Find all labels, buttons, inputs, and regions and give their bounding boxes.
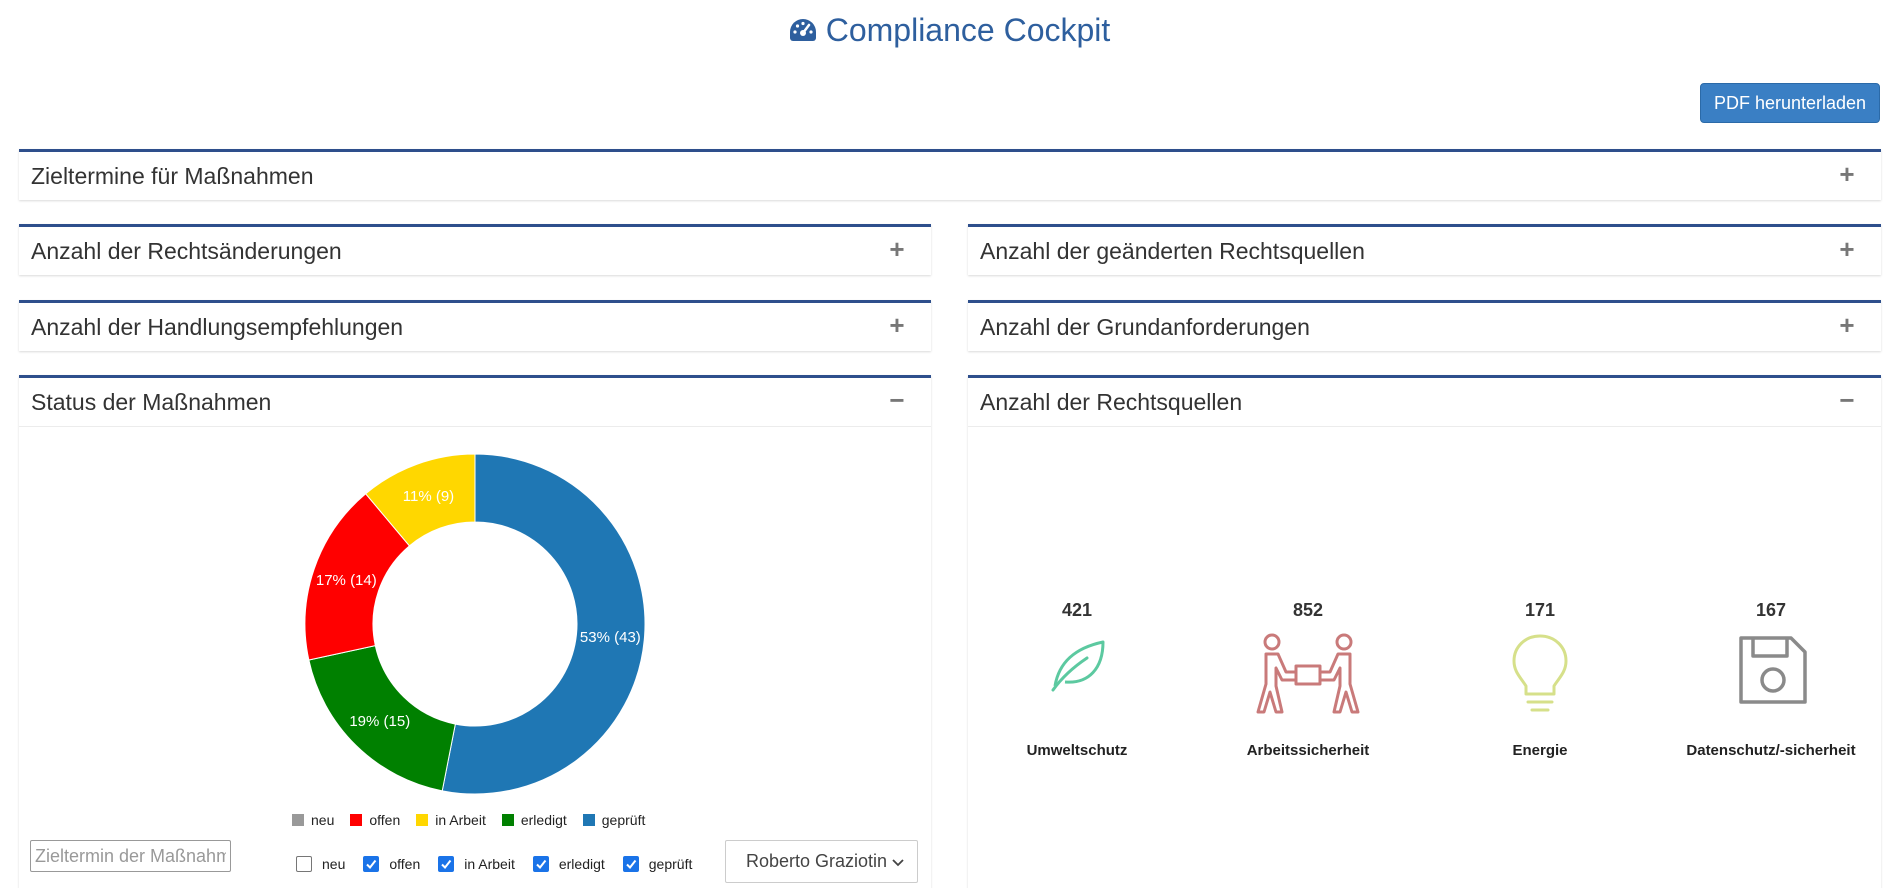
checkbox-label: in Arbeit	[464, 856, 515, 872]
filter-erledigt[interactable]: erledigt	[532, 856, 605, 872]
page-title: Compliance Cockpit	[0, 12, 1898, 52]
legend-item[interactable]: erledigt	[501, 812, 567, 828]
status-donut-chart: 53% (43) 19% (15) 17% (14) 11% (9)	[304, 453, 646, 795]
stat-label: Arbeitssicherheit	[1246, 742, 1370, 759]
stat-label: Datenschutz/-sicherheit	[1686, 742, 1856, 759]
panel-title[interactable]: Zieltermine für Maßnahmen	[31, 162, 314, 189]
donut-data-label: 19% (15)	[349, 713, 410, 730]
person-select[interactable]: Roberto Graziotin	[725, 840, 918, 883]
panel-title[interactable]: Anzahl der Rechtsquellen	[980, 388, 1243, 415]
checkbox-erledigt[interactable]	[532, 856, 549, 872]
collapse-icon[interactable]: −	[1839, 385, 1855, 415]
checkbox-geprueft[interactable]	[622, 856, 639, 872]
panel-rechtsaenderungen: Anzahl der Rechtsänderungen +	[19, 224, 931, 275]
legend-item[interactable]: geprüft	[582, 812, 646, 828]
donut-slice-geprüft[interactable]	[441, 453, 646, 795]
lightbulb-icon	[1510, 632, 1570, 723]
checkbox-label: geprüft	[648, 856, 693, 872]
floppy-disk-icon	[1735, 632, 1809, 713]
dashboard-gauge-icon	[788, 15, 818, 52]
collapse-icon[interactable]: −	[889, 385, 905, 415]
checkbox-label: neu	[322, 856, 346, 872]
person-select-value: Roberto Graziotin	[746, 851, 888, 871]
legend-item[interactable]: in Arbeit	[416, 812, 486, 828]
panel-zieltermine: Zieltermine für Maßnahmen +	[19, 149, 1881, 200]
panel-divider	[968, 426, 1881, 427]
stat-label: Energie	[1512, 742, 1568, 759]
panel-geaenderte-rechtsquellen: Anzahl der geänderten Rechtsquellen +	[968, 224, 1881, 275]
stat-value: 421	[1061, 600, 1093, 620]
panel-title[interactable]: Anzahl der Handlungsempfehlungen	[31, 313, 404, 340]
legend-item[interactable]: neu	[292, 812, 334, 828]
donut-data-label: 17% (14)	[316, 572, 377, 589]
panel-title[interactable]: Anzahl der Grundanforderungen	[980, 313, 1310, 340]
legend-label: geprüft	[601, 812, 646, 828]
filter-neu[interactable]: neu	[296, 856, 345, 872]
status-filter-checkboxes: neu offen in Arbeit erledigt geprüft	[296, 856, 692, 872]
expand-icon[interactable]: +	[1839, 159, 1855, 189]
expand-icon[interactable]: +	[1839, 234, 1855, 264]
donut-slice-in-arbeit[interactable]	[365, 453, 476, 547]
checkbox-in-arbeit[interactable]	[438, 856, 455, 872]
people-carrying-box-icon	[1256, 632, 1360, 721]
panel-grundanforderungen: Anzahl der Grundanforderungen +	[968, 300, 1881, 351]
legend-label: in Arbeit	[435, 812, 486, 828]
filter-offen[interactable]: offen	[363, 856, 420, 872]
chart-legend: neu offen in Arbeit erledigt geprüft	[292, 812, 645, 828]
checkbox-neu[interactable]	[296, 856, 312, 872]
leaf-icon	[1045, 632, 1109, 701]
panel-title[interactable]: Status der Maßnahmen	[31, 388, 272, 415]
legend-swatch	[350, 814, 363, 826]
legend-swatch	[582, 814, 595, 826]
checkbox-label: offen	[389, 856, 421, 872]
expand-icon[interactable]: +	[1839, 310, 1855, 340]
legend-item[interactable]: offen	[350, 812, 400, 828]
pdf-download-button[interactable]: PDF herunterladen	[1700, 83, 1880, 123]
panel-rechtsquellen: Anzahl der Rechtsquellen −	[968, 375, 1881, 888]
checkbox-offen[interactable]	[363, 856, 380, 872]
panel-handlungsempfehlungen: Anzahl der Handlungsempfehlungen +	[19, 300, 931, 351]
legend-swatch	[292, 814, 304, 826]
panel-divider	[19, 426, 931, 427]
stat-value: 171	[1524, 600, 1556, 620]
panel-title[interactable]: Anzahl der Rechtsänderungen	[31, 237, 342, 264]
legend-swatch	[501, 814, 514, 826]
stat-label: Umweltschutz	[1026, 742, 1128, 759]
donut-data-label: 53% (43)	[580, 629, 641, 646]
checkbox-label: erledigt	[558, 856, 605, 872]
filter-in-arbeit[interactable]: in Arbeit	[438, 856, 515, 872]
filter-geprueft[interactable]: geprüft	[622, 856, 693, 872]
legend-label: offen	[369, 812, 401, 828]
expand-icon[interactable]: +	[889, 234, 905, 264]
legend-label: neu	[311, 812, 335, 828]
expand-icon[interactable]: +	[889, 310, 905, 340]
legend-label: erledigt	[520, 812, 567, 828]
donut-data-label: 11% (9)	[403, 488, 454, 505]
legend-swatch	[416, 814, 429, 826]
target-date-input[interactable]	[30, 840, 231, 872]
chevron-down-icon	[891, 853, 905, 874]
stat-value: 852	[1292, 600, 1324, 620]
panel-title[interactable]: Anzahl der geänderten Rechtsquellen	[980, 237, 1365, 264]
stat-value: 167	[1755, 600, 1787, 620]
page-title-text: Compliance Cockpit	[825, 12, 1111, 48]
